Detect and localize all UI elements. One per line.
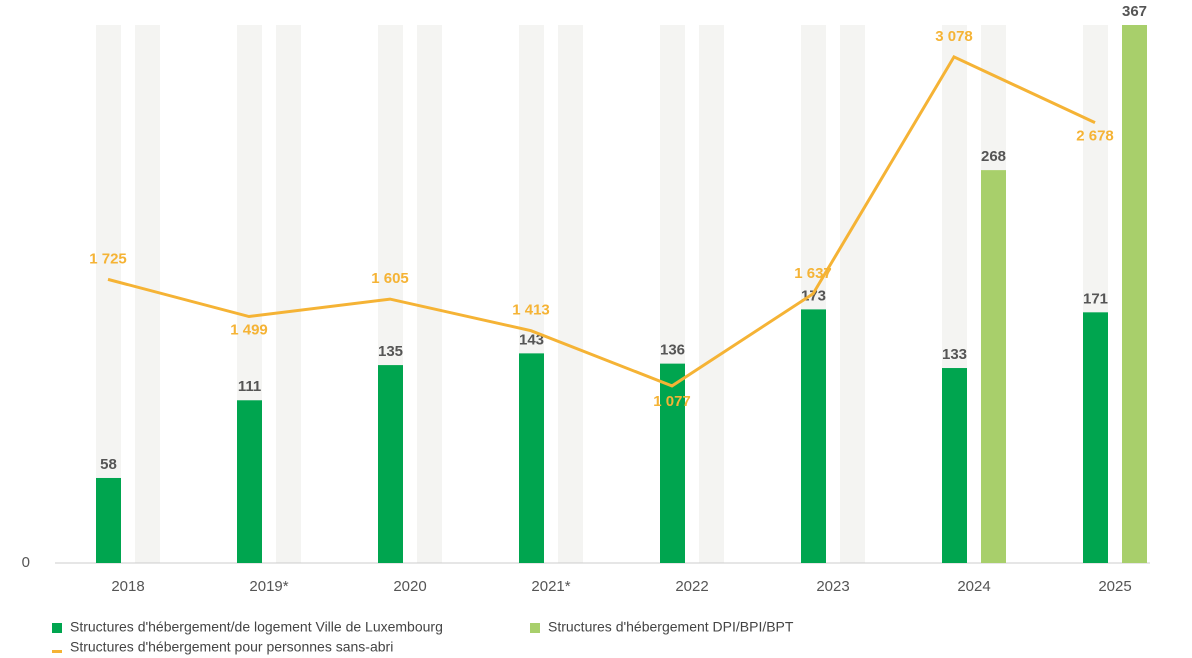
bar: [1122, 25, 1147, 563]
line-value-label: 2 678: [1076, 128, 1114, 145]
bar: [660, 363, 685, 563]
stripe: [699, 25, 724, 563]
bar-value-label: 111: [238, 378, 261, 395]
line-value-label: 1 499: [230, 321, 268, 338]
bar-value-label: 133: [942, 346, 967, 363]
bar: [519, 353, 544, 563]
stripe: [276, 25, 301, 563]
stripe: [135, 25, 160, 563]
stripe: [840, 25, 865, 563]
bar: [237, 400, 262, 563]
x-tick-label: 2025: [1098, 578, 1131, 595]
x-tick-label: 2020: [393, 578, 426, 595]
bar: [942, 368, 967, 563]
line-value-label: 3 078: [935, 28, 973, 45]
stripe: [96, 25, 121, 563]
stripe: [417, 25, 442, 563]
bar: [981, 170, 1006, 564]
line: [107, 54, 1096, 388]
y-tick-label: 0: [22, 554, 30, 571]
bar-value-label: 136: [660, 342, 685, 359]
line-value-label: 1 077: [653, 393, 691, 410]
line-value-label: 1 725: [89, 250, 127, 267]
bar: [96, 477, 121, 563]
bar-value-label: 135: [378, 343, 403, 360]
bar-value-label: 173: [801, 287, 826, 304]
bar-value-label: 143: [519, 331, 544, 348]
x-tick-label: 2023: [816, 578, 849, 595]
line-value-label: 1 413: [512, 302, 550, 319]
legend-swatch: [530, 623, 540, 633]
line-value-label: 1 637: [794, 265, 832, 282]
x-tick-label: 2024: [957, 578, 990, 595]
x-tick-label: 2018: [111, 578, 144, 595]
bar-value-label: 268: [981, 148, 1006, 165]
x-tick-label: 2021*: [531, 578, 570, 595]
legend-label: Structures d'hébergement pour personnes …: [70, 639, 393, 655]
bar: [378, 365, 403, 563]
stripe: [558, 25, 583, 563]
bar: [1083, 312, 1108, 563]
line-value-label: 1 605: [371, 270, 409, 287]
legend-label: Structures d'hébergement/de logement Vil…: [70, 619, 443, 635]
legend-swatch: [52, 623, 62, 633]
legend-swatch: [52, 650, 62, 653]
bar-value-label: 367: [1122, 3, 1147, 20]
legend-label: Structures d'hébergement DPI/BPI/BPT: [548, 619, 794, 635]
bar-value-label: 171: [1083, 290, 1108, 307]
x-tick-label: 2019*: [249, 578, 288, 595]
bar: [801, 309, 826, 563]
x-tick-label: 2022: [675, 578, 708, 595]
bar-value-label: 58: [100, 456, 117, 473]
